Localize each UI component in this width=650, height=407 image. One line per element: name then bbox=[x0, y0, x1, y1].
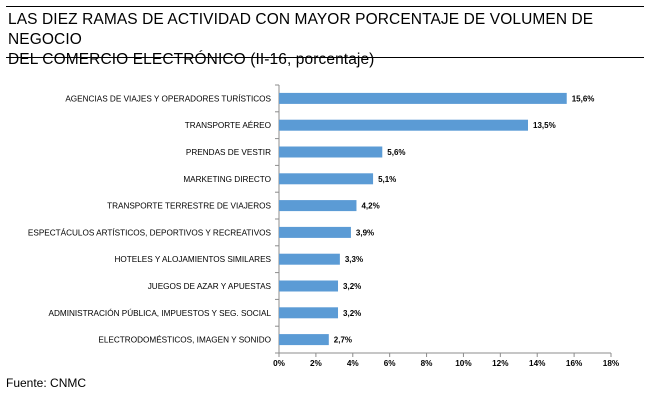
title-underline bbox=[6, 57, 644, 58]
category-label: ESPECTÁCULOS ARTÍSTICOS, DEPORTIVOS Y RE… bbox=[28, 227, 272, 237]
top-rule bbox=[6, 6, 644, 7]
category-label: TRANSPORTE AÉREO bbox=[185, 120, 271, 130]
category-label: MARKETING DIRECTO bbox=[183, 175, 271, 184]
x-tick-label: 16% bbox=[566, 359, 583, 368]
x-tick-label: 14% bbox=[529, 359, 546, 368]
bar bbox=[279, 253, 340, 265]
data-label: 13,5% bbox=[533, 121, 556, 130]
chart-title: LAS DIEZ RAMAS DE ACTIVIDAD CON MAYOR PO… bbox=[8, 10, 643, 70]
source-note: Fuente: CNMC bbox=[6, 376, 87, 390]
bar bbox=[279, 173, 374, 185]
x-tick-label: 2% bbox=[310, 359, 323, 368]
data-label: 4,2% bbox=[361, 202, 379, 211]
chart-title-line-1: LAS DIEZ RAMAS DE ACTIVIDAD CON MAYOR PO… bbox=[8, 11, 594, 48]
category-label: JUEGOS DE AZAR Y APUESTAS bbox=[148, 282, 272, 291]
bar bbox=[279, 334, 329, 346]
data-label: 3,3% bbox=[345, 255, 363, 264]
bar bbox=[279, 146, 383, 158]
bar bbox=[279, 200, 357, 212]
category-label: TRANSPORTE TERRESTRE DE VIAJEROS bbox=[107, 202, 271, 211]
data-label: 3,9% bbox=[356, 228, 374, 237]
bar bbox=[279, 307, 339, 319]
bar bbox=[279, 226, 351, 238]
data-label: 5,1% bbox=[378, 175, 396, 184]
data-label: 2,7% bbox=[334, 336, 352, 345]
chart-title-line-2: DEL COMERCIO ELECTRÓNICO (II-16, porcent… bbox=[8, 51, 375, 68]
category-label: PRENDAS DE VESTIR bbox=[186, 148, 271, 157]
category-label: HOTELES Y ALOJAMIENTOS SIMILARES bbox=[114, 255, 271, 264]
category-label: AGENCIAS DE VIAJES Y OPERADORES TURÍSTIC… bbox=[65, 93, 271, 103]
data-label: 3,2% bbox=[343, 282, 361, 291]
x-tick-label: 10% bbox=[455, 359, 472, 368]
x-tick-label: 12% bbox=[492, 359, 509, 368]
x-tick-label: 6% bbox=[384, 359, 397, 368]
data-label: 15,6% bbox=[572, 94, 595, 103]
data-label: 3,2% bbox=[343, 309, 361, 318]
category-label: ADMINISTRACIÓN PÚBLICA, IMPUESTOS Y SEG.… bbox=[49, 308, 272, 318]
x-tick-label: 0% bbox=[273, 359, 286, 368]
bar bbox=[279, 119, 528, 131]
x-tick-label: 8% bbox=[421, 359, 434, 368]
bar bbox=[279, 280, 339, 292]
bar bbox=[279, 92, 567, 104]
x-tick-label: 18% bbox=[603, 359, 620, 368]
data-label: 5,6% bbox=[387, 148, 405, 157]
x-tick-label: 4% bbox=[347, 359, 360, 368]
category-label: ELECTRODOMÉSTICOS, IMAGEN Y SONIDO bbox=[98, 335, 271, 345]
